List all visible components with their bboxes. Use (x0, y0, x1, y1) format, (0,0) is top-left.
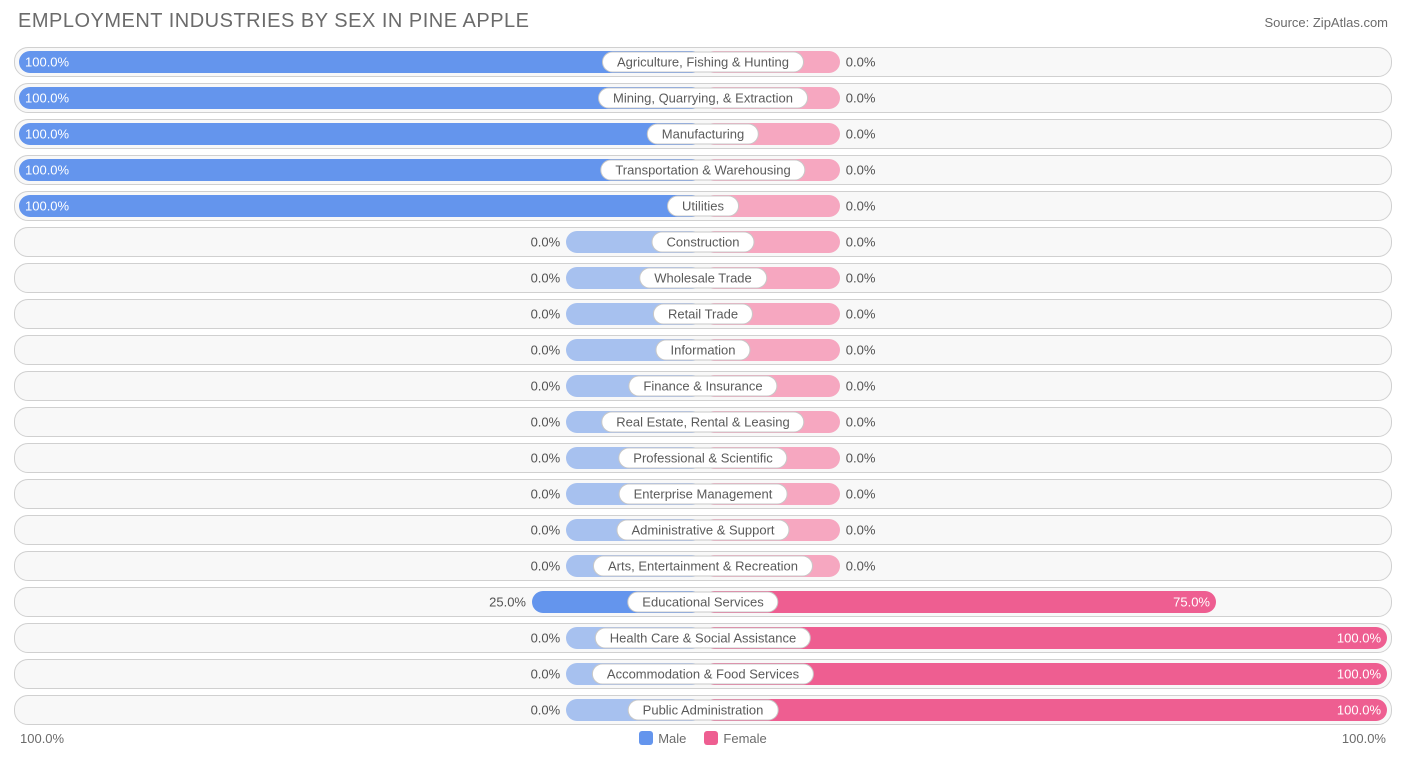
female-pct: 0.0% (846, 163, 876, 178)
chart-row: 0.0% 0.0% Information (14, 335, 1392, 365)
female-pct: 0.0% (846, 55, 876, 70)
legend-male: Male (639, 731, 686, 746)
chart-row: 0.0% 0.0% Arts, Entertainment & Recreation (14, 551, 1392, 581)
chart-row: 0.0% 0.0% Retail Trade (14, 299, 1392, 329)
male-pct: 100.0% (25, 55, 69, 70)
chart-row: 0.0% 0.0% Enterprise Management (14, 479, 1392, 509)
chart-footer: 100.0% Male Female 100.0% (14, 731, 1392, 746)
category-label: Construction (652, 232, 755, 253)
female-swatch (704, 731, 718, 745)
female-pct: 100.0% (1337, 631, 1381, 646)
category-label: Finance & Insurance (628, 376, 777, 397)
male-pct: 0.0% (531, 523, 561, 538)
axis-left-label: 100.0% (20, 731, 64, 746)
female-pct: 75.0% (1173, 595, 1210, 610)
chart-row: 100.0% 0.0% Manufacturing (14, 119, 1392, 149)
chart-row: 0.0% 0.0% Real Estate, Rental & Leasing (14, 407, 1392, 437)
male-pct: 0.0% (531, 487, 561, 502)
male-pct: 0.0% (531, 343, 561, 358)
female-bar: 75.0% (703, 591, 1216, 613)
male-pct: 0.0% (531, 703, 561, 718)
female-pct: 0.0% (846, 559, 876, 574)
chart-row: 0.0% 0.0% Finance & Insurance (14, 371, 1392, 401)
category-label: Educational Services (627, 592, 778, 613)
male-bar: 100.0% (19, 51, 703, 73)
chart-row: 100.0% 0.0% Mining, Quarrying, & Extractio… (14, 83, 1392, 113)
female-pct: 100.0% (1337, 703, 1381, 718)
chart-header: EMPLOYMENT INDUSTRIES BY SEX IN PINE APP… (14, 10, 1392, 33)
male-pct: 0.0% (531, 451, 561, 466)
chart-row: 0.0% 0.0% Professional & Scientific (14, 443, 1392, 473)
chart-row: 0.0% 100.0% Health Care & Social Assistanc… (14, 623, 1392, 653)
male-pct: 100.0% (25, 91, 69, 106)
male-pct: 100.0% (25, 127, 69, 142)
chart-row: 100.0% 0.0% Transportation & Warehousing (14, 155, 1392, 185)
male-pct: 0.0% (531, 415, 561, 430)
female-pct: 0.0% (846, 379, 876, 394)
male-bar: 100.0% (19, 123, 703, 145)
male-pct: 0.0% (531, 667, 561, 682)
male-pct: 100.0% (25, 163, 69, 178)
chart-row: 0.0% 0.0% Administrative & Support (14, 515, 1392, 545)
male-pct: 0.0% (531, 235, 561, 250)
diverging-bar-chart: 100.0% 0.0% Agriculture, Fishing & Hunting… (14, 47, 1392, 725)
axis-right-label: 100.0% (1342, 731, 1386, 746)
female-pct: 0.0% (846, 307, 876, 322)
category-label: Health Care & Social Assistance (595, 628, 811, 649)
female-pct: 0.0% (846, 523, 876, 538)
female-pct: 100.0% (1337, 667, 1381, 682)
category-label: Information (655, 340, 750, 361)
chart-row: 0.0% 100.0% Public Administration (14, 695, 1392, 725)
male-pct: 25.0% (489, 595, 526, 610)
chart-row: 100.0% 0.0% Utilities (14, 191, 1392, 221)
legend: Male Female (639, 731, 767, 746)
female-pct: 0.0% (846, 451, 876, 466)
chart-title: EMPLOYMENT INDUSTRIES BY SEX IN PINE APP… (18, 10, 530, 33)
legend-female: Female (704, 731, 766, 746)
female-bar: 100.0% (703, 699, 1387, 721)
male-bar: 100.0% (19, 195, 703, 217)
category-label: Enterprise Management (619, 484, 788, 505)
category-label: Manufacturing (647, 124, 759, 145)
female-pct: 0.0% (846, 235, 876, 250)
male-pct: 0.0% (531, 307, 561, 322)
male-swatch (639, 731, 653, 745)
chart-source: Source: ZipAtlas.com (1264, 15, 1388, 30)
category-label: Public Administration (628, 700, 779, 721)
female-pct: 0.0% (846, 199, 876, 214)
chart-row: 25.0% 75.0% Educational Services (14, 587, 1392, 617)
category-label: Wholesale Trade (639, 268, 767, 289)
category-label: Mining, Quarrying, & Extraction (598, 88, 808, 109)
male-pct: 0.0% (531, 379, 561, 394)
chart-row: 0.0% 0.0% Construction (14, 227, 1392, 257)
male-pct: 100.0% (25, 199, 69, 214)
female-pct: 0.0% (846, 415, 876, 430)
chart-row: 0.0% 100.0% Accommodation & Food Services (14, 659, 1392, 689)
category-label: Real Estate, Rental & Leasing (601, 412, 804, 433)
category-label: Arts, Entertainment & Recreation (593, 556, 813, 577)
female-pct: 0.0% (846, 271, 876, 286)
category-label: Utilities (667, 196, 739, 217)
male-pct: 0.0% (531, 271, 561, 286)
chart-row: 0.0% 0.0% Wholesale Trade (14, 263, 1392, 293)
category-label: Retail Trade (653, 304, 753, 325)
category-label: Agriculture, Fishing & Hunting (602, 52, 804, 73)
category-label: Accommodation & Food Services (592, 664, 814, 685)
category-label: Administrative & Support (616, 520, 789, 541)
female-pct: 0.0% (846, 127, 876, 142)
category-label: Professional & Scientific (618, 448, 787, 469)
male-pct: 0.0% (531, 559, 561, 574)
legend-female-label: Female (723, 731, 766, 746)
legend-male-label: Male (658, 731, 686, 746)
female-pct: 0.0% (846, 91, 876, 106)
male-pct: 0.0% (531, 631, 561, 646)
category-label: Transportation & Warehousing (600, 160, 805, 181)
chart-row: 100.0% 0.0% Agriculture, Fishing & Hunting (14, 47, 1392, 77)
female-pct: 0.0% (846, 343, 876, 358)
female-pct: 0.0% (846, 487, 876, 502)
